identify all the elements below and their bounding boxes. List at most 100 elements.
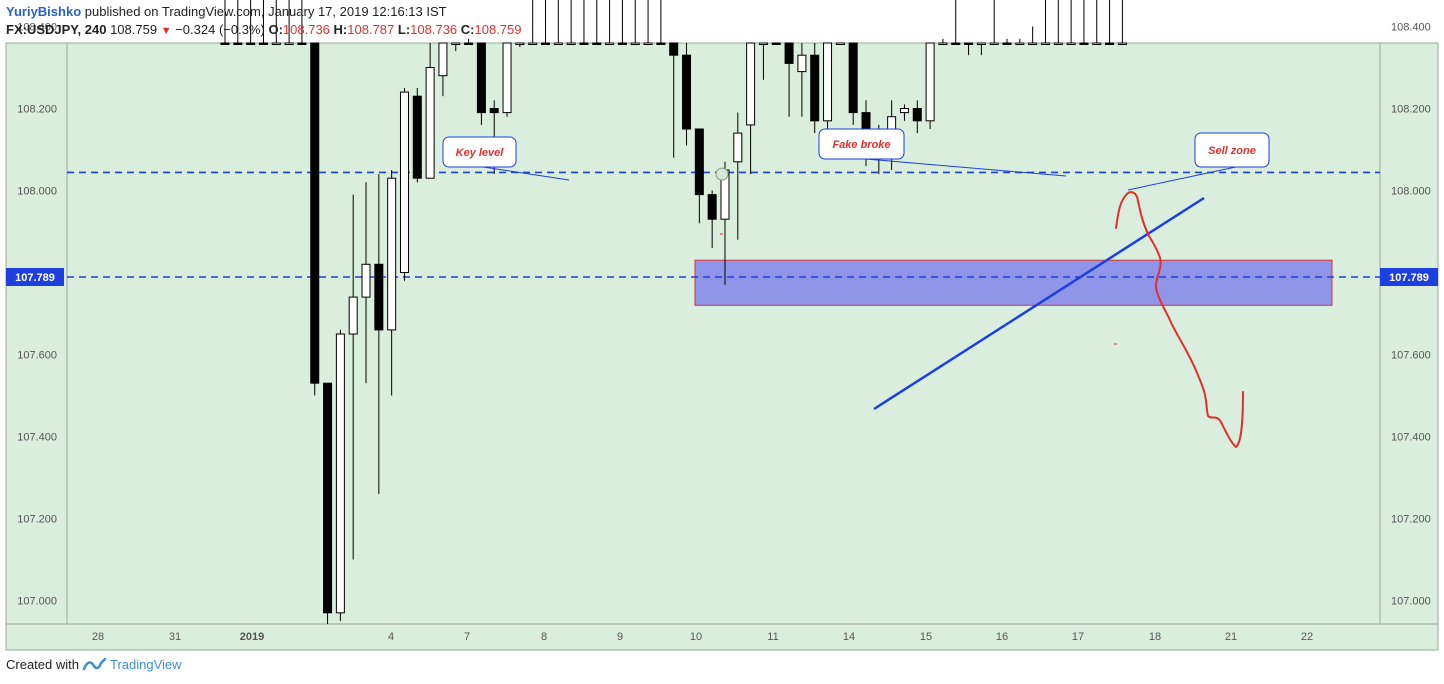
price-tick-label: 108.400 <box>17 22 57 34</box>
price-tick-label: 107.600 <box>1391 350 1431 362</box>
level-tag-left-bg <box>6 268 64 287</box>
candle-body <box>515 42 525 45</box>
candle-body <box>310 42 320 384</box>
candle-body <box>464 42 474 45</box>
candle-body <box>912 108 922 122</box>
time-tick-label: 2019 <box>240 631 264 643</box>
projected-path <box>1115 191 1244 448</box>
candle-body <box>951 42 961 45</box>
price-levels <box>67 171 1380 278</box>
candle-body <box>823 42 833 122</box>
candle-body <box>451 42 461 45</box>
candle-body <box>925 42 935 122</box>
sell-zone-callout-text: Sell zone <box>1208 145 1256 157</box>
marker-circle <box>715 167 729 181</box>
price-tick-label: 107.400 <box>1391 432 1431 444</box>
candle-body <box>848 42 858 114</box>
candle-body <box>1092 42 1102 45</box>
plot-area[interactable] <box>5 42 1381 625</box>
candle-body <box>233 42 243 45</box>
candle-body <box>682 54 692 130</box>
candle-body <box>976 42 986 45</box>
high-value: 108.787 <box>347 22 395 37</box>
candle-body <box>246 42 256 45</box>
price-tick-label: 108.200 <box>17 104 57 116</box>
candle-body <box>656 42 666 45</box>
candle-body <box>1105 42 1115 45</box>
candle-body <box>220 42 230 45</box>
author-link[interactable]: YuriyBishko <box>6 4 82 19</box>
price-tick-label: 107.600 <box>17 350 57 362</box>
candle-body <box>323 382 333 614</box>
price-tick-label: 107.000 <box>1391 596 1431 608</box>
candle-body <box>784 42 794 64</box>
high-label: H: <box>333 22 348 37</box>
sell-zone-callout-box <box>1194 132 1270 168</box>
time-tick-label: 31 <box>169 631 181 643</box>
price-tick-label: 108.000 <box>17 186 57 198</box>
time-tick-label: 21 <box>1225 631 1237 643</box>
candle-body <box>810 54 820 122</box>
close-label: C: <box>460 22 475 37</box>
candle-body <box>758 42 768 45</box>
price-tick-label: 107.400 <box>17 432 57 444</box>
key-level-callout-pointer <box>483 166 570 181</box>
candle-body <box>335 333 345 614</box>
candle-body <box>1028 42 1038 45</box>
demand-zone <box>694 259 1333 306</box>
candle-body <box>425 67 435 179</box>
time-tick-label: 15 <box>920 631 932 643</box>
price-tick-label: 108.200 <box>1391 104 1431 116</box>
time-tick-label: 4 <box>388 631 394 643</box>
notes: Key level Fake broke Sell zone <box>442 128 1270 191</box>
candle-body <box>1053 42 1063 45</box>
candle-body <box>643 42 653 45</box>
candle-body <box>964 42 974 45</box>
candle-body <box>592 42 602 45</box>
last-price: 108.759 <box>110 22 158 37</box>
time-tick-label: 18 <box>1149 631 1161 643</box>
candle-body <box>361 263 371 298</box>
candle-body <box>502 42 512 114</box>
candle-body <box>541 42 550 45</box>
candle-body <box>746 42 756 126</box>
level-tag-right-text: 107.789 <box>1389 272 1429 284</box>
close-value: 108.759 <box>474 22 522 37</box>
candle-body <box>605 42 615 45</box>
open-value: 108.736 <box>282 22 330 37</box>
trend-line <box>873 196 1205 411</box>
candle-body <box>1002 42 1012 45</box>
candle-body <box>630 42 640 45</box>
candle-body <box>1066 42 1076 45</box>
symbol-label[interactable]: FX:USDJPY, 240 <box>6 22 107 37</box>
candle-body <box>694 128 704 196</box>
candle-body <box>476 42 486 114</box>
candle-body <box>835 42 845 45</box>
time-tick-label: 9 <box>617 631 623 643</box>
candle-body <box>412 95 422 179</box>
candle-body <box>284 42 294 45</box>
fake-broke-callout-box <box>818 128 905 160</box>
publish-text: published on TradingView.com, January 17… <box>84 4 447 19</box>
candle-body <box>707 194 717 220</box>
price-tick-label: 107.200 <box>1391 514 1431 526</box>
candle-body <box>297 42 307 45</box>
key-level-callout-box <box>442 136 517 168</box>
right-axis-bg <box>1379 42 1439 625</box>
footer-credit: Created with TradingView <box>6 657 182 672</box>
time-tick-label: 17 <box>1072 631 1084 643</box>
sell-zone-callout-pointer <box>1127 166 1236 191</box>
candle-body <box>1015 42 1025 45</box>
candle-body <box>374 263 384 331</box>
tradingview-link[interactable]: TradingView <box>110 657 182 672</box>
candle-body <box>387 177 397 331</box>
candle-body <box>1079 42 1089 45</box>
candle-body <box>1117 42 1127 45</box>
publish-info: YuriyBishko published on TradingView.com… <box>6 4 447 19</box>
candle-body <box>989 42 999 45</box>
zones <box>694 259 1333 306</box>
time-tick-label: 14 <box>843 631 855 643</box>
candle-body <box>797 54 807 73</box>
down-arrow-icon: ▼ <box>160 25 172 37</box>
